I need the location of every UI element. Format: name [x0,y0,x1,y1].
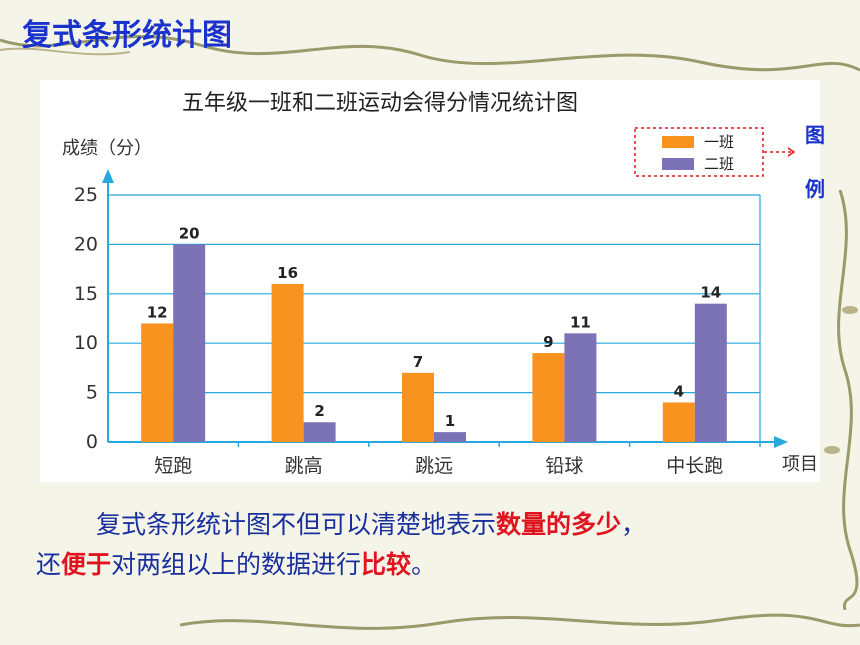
bar-series1 [141,323,174,442]
decorative-vine-right [824,190,859,610]
data-label: 20 [179,224,200,242]
bar-series2 [434,432,466,442]
legend-border [634,127,764,177]
legend-label-series2: 二班 [704,155,734,173]
x-axis-arrow [774,436,788,448]
y-tick-label: 15 [74,283,98,305]
y-axis-arrow [102,169,114,183]
bar-series2 [694,303,727,442]
x-tick-label: 跳高 [285,455,323,477]
data-label: 4 [674,382,684,400]
legend-swatch-series1 [662,136,694,148]
legend-side-label: 图 例 [800,108,830,216]
caption-line-2: 还便于对两组以上的数据进行比较。 [36,545,836,585]
bar-series1 [271,283,304,442]
caption-line-1: 复式条形统计图不但可以清楚地表示数量的多少， [36,505,836,545]
caption-highlight: 数量的多少 [496,510,622,539]
legend-label-series1: 一班 [704,133,734,151]
caption-highlight: 便于 [61,550,112,579]
caption-text: 复式条形统计图不但可以清楚地表示 [96,510,497,539]
data-label: 11 [570,313,591,331]
data-label: 9 [543,333,553,351]
caption-text: ， [621,510,647,539]
bar-chart: 五年级一班和二班运动会得分情况统计图 成绩（分） 项目 0 5 10 15 20 25 1… [62,91,818,477]
legend-side-char-2: 例 [805,177,825,201]
data-label: 14 [700,284,721,302]
bars-layer: 12 20 短跑 16 2 跳高 7 1 跳远 9 11 铅球 4 14 中长跑 [141,224,727,477]
x-tick-label: 铅球 [545,455,583,477]
data-label: 2 [314,402,324,420]
x-tick-label: 中长跑 [666,455,723,477]
x-tick-label: 跳远 [415,455,453,477]
data-label: 12 [147,303,168,321]
y-tick-label: 10 [74,332,98,354]
y-tick-label: 20 [74,233,98,255]
data-label: 7 [413,353,423,371]
data-label: 1 [445,412,455,430]
caption: 复式条形统计图不但可以清楚地表示数量的多少， 还便于对两组以上的数据进行比较。 [36,505,836,585]
legend-arrow-head [787,147,796,157]
chart-legend: 一班 二班 [634,127,796,177]
caption-text: 还 [36,550,62,579]
caption-text: 。 [411,550,437,579]
y-tick-label: 5 [86,382,98,404]
bar-series1 [402,372,434,442]
bar-series2 [303,422,336,442]
legend-swatch-series2 [662,158,694,170]
bar-series1 [662,402,695,442]
bar-series1 [532,353,565,442]
decorative-vine-bottom [180,613,860,630]
slide-title: 复式条形统计图 [22,18,232,53]
caption-text: 对两组以上的数据进行 [111,550,362,579]
y-tick-label: 25 [74,184,98,206]
decorative-vine-top [0,34,860,72]
data-label: 16 [277,264,298,282]
legend-side-char-1: 图 [805,123,825,147]
y-tick-label: 0 [86,431,98,453]
chart-panel: 五年级一班和二班运动会得分情况统计图 成绩（分） 项目 0 5 10 15 20 25 1… [40,80,820,482]
bar-series2 [173,244,206,442]
chart-title: 五年级一班和二班运动会得分情况统计图 [182,91,578,116]
y-axis-label: 成绩（分） [62,138,152,159]
bar-series2 [564,333,597,442]
caption-highlight: 比较 [361,550,412,579]
x-tick-label: 短跑 [154,455,192,477]
x-axis-label: 项目 [782,454,818,475]
